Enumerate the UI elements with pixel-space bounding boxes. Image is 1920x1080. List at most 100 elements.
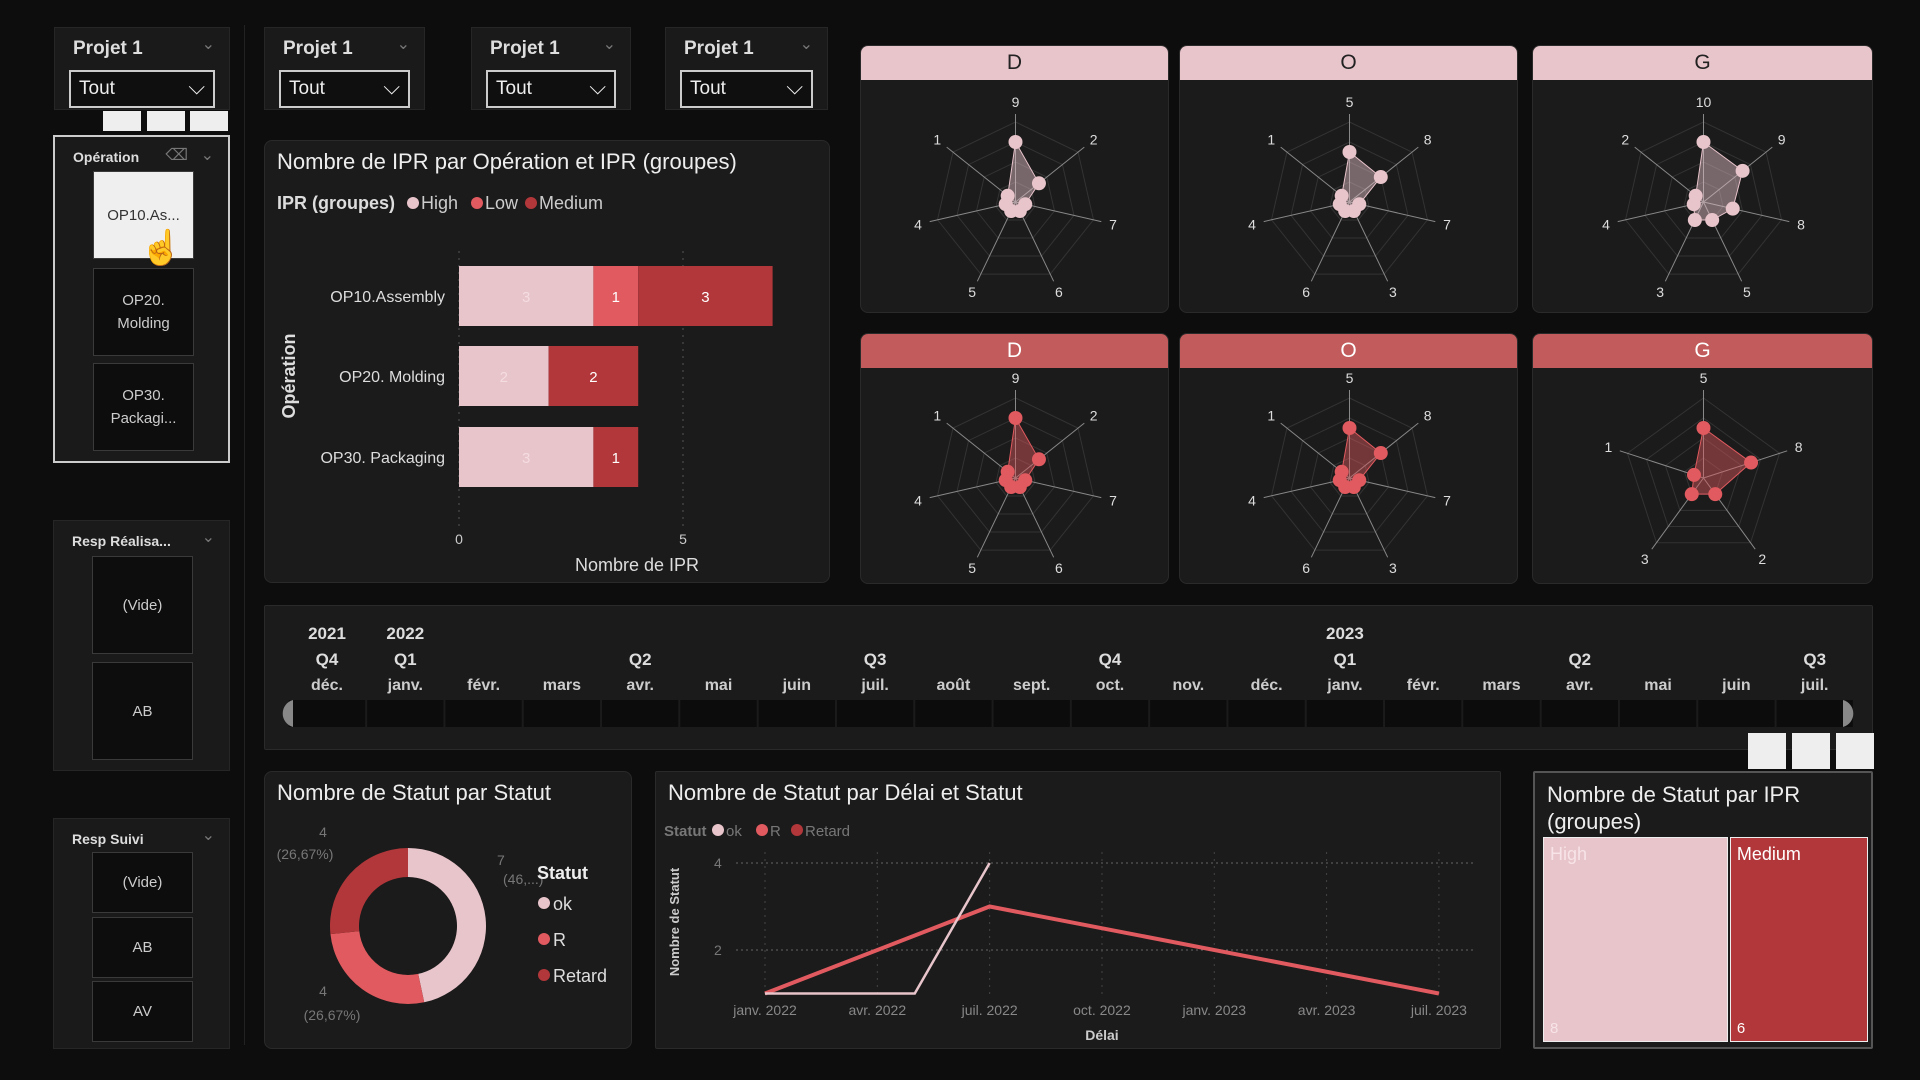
legend-title: Statut: [664, 823, 707, 840]
radar-grid: [1644, 141, 1763, 257]
slicer-option[interactable]: OP20. Molding: [93, 268, 194, 356]
chevron-down-icon[interactable]: ⌄: [396, 36, 410, 53]
radar-axis-label: 2: [1090, 408, 1098, 424]
project-dropdown[interactable]: Tout ⌵: [680, 70, 813, 108]
radar-axis-label: 1: [1267, 408, 1275, 424]
chevron-down-icon[interactable]: ⌄: [602, 36, 616, 53]
slicer-option[interactable]: AV: [92, 981, 193, 1042]
month-label: avr.: [1566, 677, 1594, 694]
month-label: mai: [705, 677, 733, 694]
treemap-tile[interactable]: Medium 6: [1729, 837, 1868, 1042]
radar-title: G: [1694, 339, 1711, 362]
filter-icon[interactable]: [1748, 733, 1786, 769]
radar-point: [1687, 213, 1702, 228]
project-dropdown[interactable]: Tout ⌵: [279, 70, 410, 108]
radar-axis-label: 7: [1109, 216, 1117, 232]
slicer-option[interactable]: AB: [92, 662, 193, 760]
radar-grid: [1290, 141, 1409, 257]
radar-chart-o: O 5 8 7 3 6 4 1: [1179, 333, 1518, 584]
x-tick-label: juil. 2023: [1410, 1002, 1467, 1018]
slice-percent-label: (46,...): [503, 871, 543, 887]
focus-mode-icon[interactable]: [1792, 733, 1830, 769]
month-cell: [445, 700, 522, 727]
option-label: AV: [133, 1003, 152, 1020]
chevron-down-icon[interactable]: ⌄: [200, 147, 214, 164]
radar-grid: [975, 437, 1056, 515]
chevron-down-icon[interactable]: ⌄: [201, 827, 215, 844]
more-options-icon[interactable]: [1836, 733, 1874, 769]
legend-title: IPR (groupes): [277, 193, 395, 213]
legend-marker: [791, 824, 803, 836]
x-tick-label: avr. 2023: [1298, 1002, 1356, 1018]
slice-value-label: 4: [319, 983, 327, 999]
month-cell: [993, 700, 1070, 727]
radar-axis-label: 5: [1700, 370, 1708, 386]
radar-axis-label: 6: [1055, 284, 1063, 300]
data-label: 3: [522, 450, 530, 467]
project-dropdown[interactable]: Tout ⌵: [69, 70, 215, 108]
radar-point: [1031, 176, 1046, 191]
legend-item: Retard: [553, 966, 607, 986]
focus-mode-icon[interactable]: [147, 111, 185, 131]
slicer-option[interactable]: AB: [92, 917, 193, 978]
radar-title: O: [1340, 339, 1357, 362]
filter-icon[interactable]: [103, 111, 141, 131]
series-line-ok: [765, 862, 991, 995]
quarter-label: Q3: [864, 650, 887, 669]
more-options-icon[interactable]: [190, 111, 228, 131]
month-cell: [1698, 700, 1775, 727]
month-label: sept.: [1013, 677, 1050, 694]
range-start-handle[interactable]: [282, 700, 293, 727]
radar-axis-label: 1: [1604, 439, 1612, 455]
quarter-label: Q2: [629, 650, 652, 669]
donut-slice: [330, 931, 425, 1004]
radar-grid: [1290, 417, 1409, 533]
legend-marker: [471, 197, 483, 209]
radar-point: [1334, 188, 1349, 203]
bar-segment: [638, 266, 773, 326]
chevron-down-icon: ⌵: [188, 74, 205, 99]
radar-axis-label: 2: [1621, 132, 1629, 148]
project-slicer: Projet 1 ⌄ Tout ⌵: [471, 27, 631, 110]
radar-point: [1031, 452, 1046, 467]
radar-axis-label: 3: [1389, 560, 1397, 576]
chevron-down-icon[interactable]: ⌄: [201, 36, 215, 53]
slicer-option[interactable]: (Vide): [92, 852, 193, 913]
chevron-down-icon[interactable]: ⌄: [201, 529, 215, 546]
radar-axis-label: 5: [1346, 370, 1354, 386]
project-dropdown[interactable]: Tout ⌵: [486, 70, 616, 108]
y-axis-label: Opération: [279, 333, 299, 418]
radar-point: [1342, 421, 1357, 435]
radar-point: [1744, 455, 1759, 470]
radar-grid: [995, 181, 1036, 221]
data-label: 3: [701, 289, 709, 306]
data-label: 2: [500, 369, 508, 386]
radar-point: [1373, 446, 1388, 461]
radar-grid: [975, 161, 1056, 239]
radar-grid: [1626, 397, 1781, 544]
radar-point: [1334, 464, 1349, 479]
month-label: mars: [543, 677, 581, 694]
legend-marker: [756, 824, 768, 836]
range-end-handle[interactable]: [1843, 700, 1854, 727]
chart-title: Nombre de Statut par Délai et Statut: [668, 780, 1023, 805]
eraser-icon[interactable]: ⌫: [165, 147, 188, 164]
divider: [244, 25, 245, 1045]
category-label: OP20. Molding: [339, 369, 445, 386]
option-label: AB: [132, 939, 153, 956]
bar-segment: [459, 346, 549, 406]
slicer-option[interactable]: (Vide): [92, 556, 193, 654]
legend-item: R: [770, 823, 781, 840]
quarter-label: Q1: [394, 650, 417, 669]
option-label: OP20. Molding: [117, 292, 170, 332]
radar-grid: [936, 121, 1095, 275]
month-label: nov.: [1172, 677, 1204, 694]
radar-chart-d: D 9 2 7 6 5 4 1: [860, 45, 1169, 313]
radar-point: [1000, 188, 1015, 203]
radar-axis-label: 10: [1696, 94, 1712, 110]
month-label: mai: [1644, 677, 1672, 694]
treemap-tile[interactable]: High 8: [1543, 837, 1728, 1042]
slicer-option[interactable]: OP10.As...: [93, 171, 194, 259]
chevron-down-icon[interactable]: ⌄: [799, 36, 813, 53]
slicer-option[interactable]: OP30. Packagi...: [93, 363, 194, 451]
